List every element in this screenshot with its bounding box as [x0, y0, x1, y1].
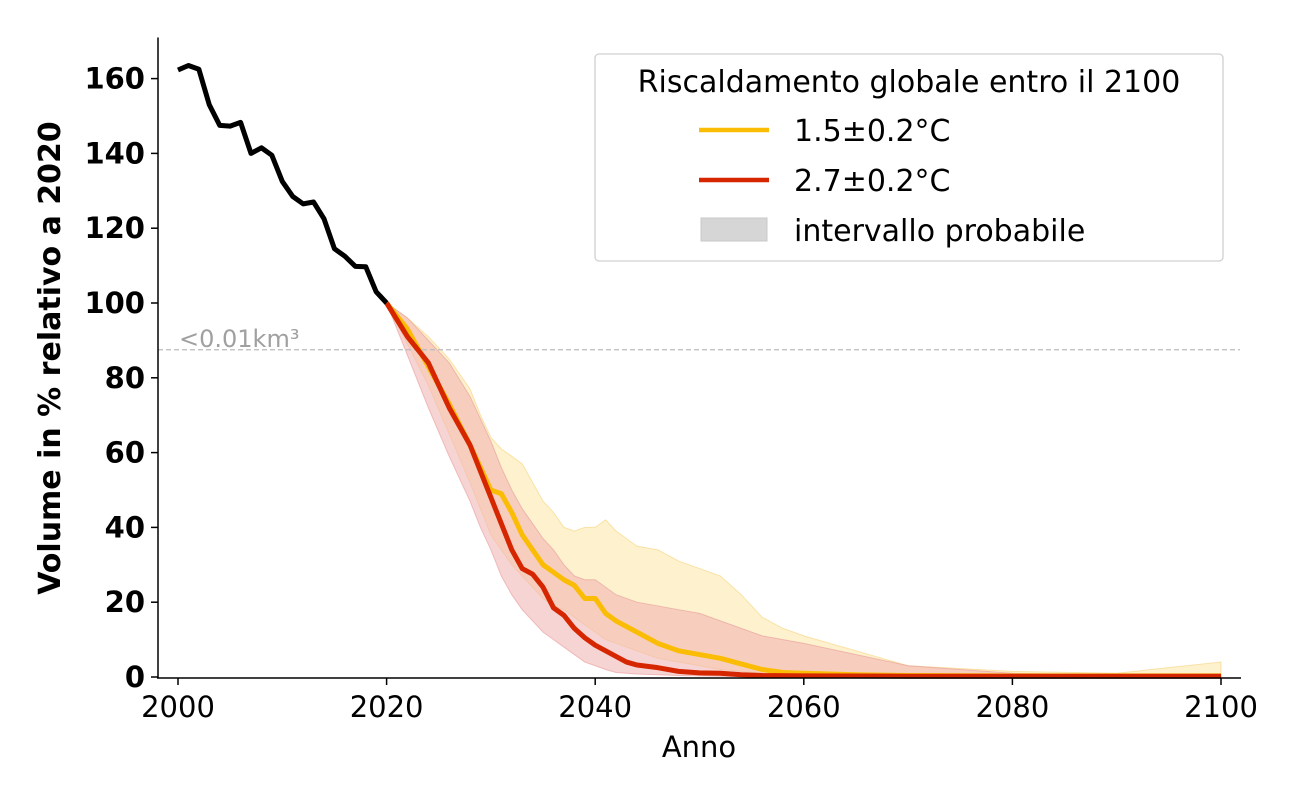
y-tick-label: 60 — [105, 436, 145, 470]
legend-entry-1-5[interactable]: 1.5±0.2°C — [699, 114, 951, 149]
x-tick-label: 2040 — [558, 690, 632, 724]
legend-entry-2-7[interactable]: 2.7±0.2°C — [699, 164, 951, 199]
x-tick-label: 2060 — [767, 690, 841, 724]
x-tick-label: 2100 — [1184, 690, 1258, 724]
legend-entry-range[interactable]: intervallo probabile — [700, 214, 1085, 249]
y-tick-label: 140 — [84, 136, 145, 170]
x-tick-label: 2020 — [350, 690, 424, 724]
threshold-label: <0.01km³ — [179, 325, 299, 353]
legend-swatch-range — [700, 217, 768, 242]
y-ticks: 0 20 40 60 80 100 120 140 160 — [84, 62, 158, 694]
y-tick-label: 120 — [84, 211, 145, 245]
y-tick-label: 80 — [105, 361, 145, 395]
x-tick-label: 2080 — [975, 690, 1049, 724]
y-tick-label: 20 — [105, 585, 145, 619]
legend: Riscaldamento globale entro il 2100 1.5±… — [594, 53, 1224, 262]
series-lines — [177, 63, 1221, 679]
line-historical — [177, 63, 389, 305]
x-axis-label: Anno — [662, 730, 736, 764]
uncertainty-bands — [385, 301, 1222, 678]
line-2-7 — [384, 301, 1221, 679]
legend-title: Riscaldamento globale entro il 2100 — [638, 65, 1181, 100]
legend-label-1-5: 1.5±0.2°C — [794, 114, 951, 149]
y-axis-label: Volume in % relativo a 2020 — [33, 121, 68, 595]
x-ticks: 2000 2020 2040 2060 2080 2100 — [141, 678, 1258, 724]
legend-label-2-7: 2.7±0.2°C — [794, 164, 951, 199]
y-tick-label: 160 — [84, 62, 145, 96]
y-tick-label: 100 — [84, 286, 145, 320]
threshold-group: <0.01km³ — [158, 325, 1240, 353]
legend-label-range: intervallo probabile — [794, 214, 1085, 249]
x-tick-label: 2000 — [141, 690, 215, 724]
y-tick-label: 40 — [105, 510, 145, 544]
y-tick-label: 0 — [125, 660, 145, 694]
legend-frame — [594, 53, 1224, 262]
band-2-7 — [385, 301, 1222, 678]
